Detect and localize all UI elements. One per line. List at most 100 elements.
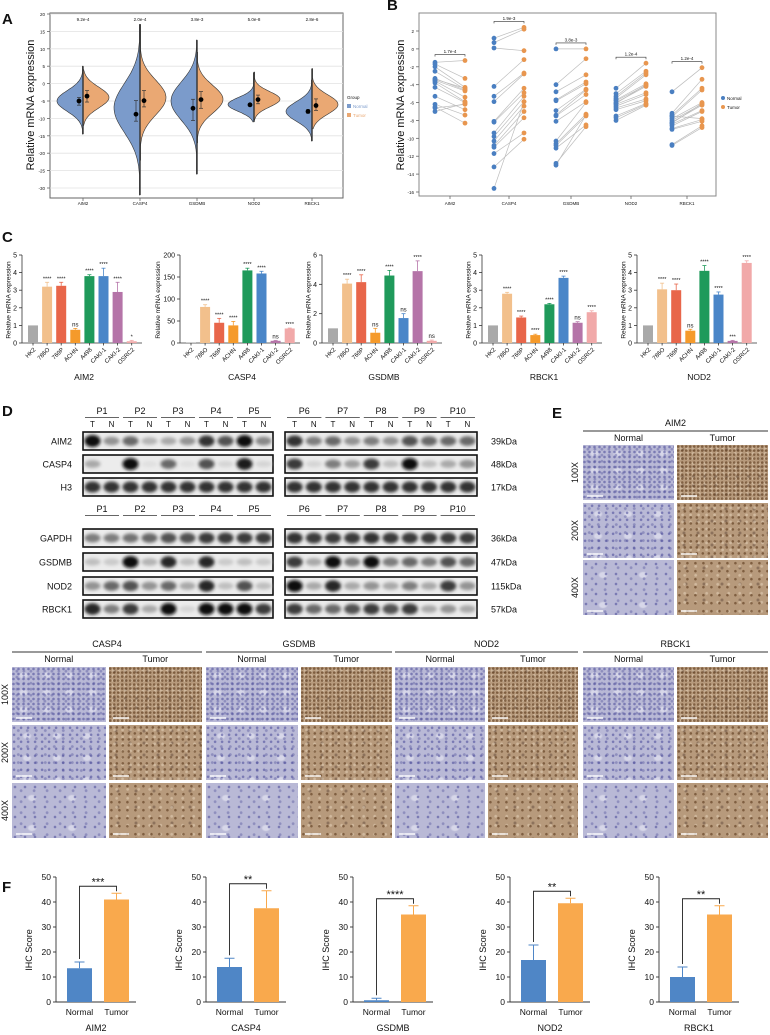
patient-label-P2: P2 (134, 504, 145, 514)
protein-band (255, 582, 272, 590)
legend-label-tumor: Tumor (727, 105, 740, 110)
violin-normal-CASP4 (113, 24, 141, 196)
significance-label: **** (545, 297, 554, 303)
y-tick-label: -10 (38, 116, 45, 121)
y-tick-label: 20 (645, 947, 655, 957)
x-tick-label: Tumor (707, 1007, 731, 1017)
data-point-normal-NOD2 (613, 85, 619, 91)
pair-line (434, 103, 466, 112)
protein-band (84, 581, 101, 591)
bar-786O (502, 293, 513, 343)
protein-band (179, 481, 196, 493)
pair-line (434, 80, 466, 98)
pair-line (615, 72, 647, 97)
scale-bar (210, 833, 226, 835)
protein-band (84, 558, 101, 566)
y-tick-label: 20 (42, 947, 52, 957)
patient-label-P2: P2 (134, 406, 145, 416)
blot-strip-GAPDH-right (284, 528, 478, 548)
protein-band (344, 459, 361, 469)
data-point-tumor-AIM2 (462, 101, 468, 106)
y-tick-label: 1 (473, 323, 477, 330)
bar-ACHN (685, 330, 696, 343)
y-tick-label: 20 (40, 12, 46, 17)
protein-band (344, 557, 361, 567)
data-point-tumor-RBCK1 (699, 109, 705, 114)
ihc-column-label-normal: Normal (237, 654, 266, 664)
significance-label: **** (343, 273, 352, 279)
data-point-tumor-CASP4 (521, 57, 527, 63)
ihc-column-label-normal: Normal (614, 654, 643, 664)
significance-label: **** (229, 315, 238, 321)
ihc-gene-header: CASP4 (92, 639, 122, 649)
p-value-label: 2.0e-4 (134, 17, 147, 22)
panel-label-C: C (2, 229, 13, 246)
patient-label-P9: P9 (414, 406, 425, 416)
x-tick-label: ACHN (63, 347, 79, 363)
magnification-label: 400X (570, 577, 580, 598)
violin-tumor-AIM2 (82, 69, 110, 126)
scale-bar (16, 833, 32, 835)
chart-a-violin: 20 15 10 5 0 -5 -10 -15 -20 -25 -30 Relative mRNA e… (25, 12, 368, 206)
protein-band (401, 435, 418, 447)
protein-band (363, 556, 380, 568)
data-point-tumor-NOD2 (643, 82, 649, 88)
y-tick-label: 3 (13, 288, 17, 295)
lane-label-tumor: T (166, 420, 171, 429)
ihc-image-nod2-tumor-400x (488, 783, 578, 838)
x-tick-label: ACHN (221, 347, 237, 363)
pair-line (493, 28, 525, 43)
data-point-normal-CASP4 (491, 84, 497, 89)
bar-OSRC2 (284, 328, 295, 343)
protein-band (305, 460, 322, 468)
data-point-tumor-AIM2 (462, 94, 468, 100)
scale-bar (112, 775, 129, 777)
panel-label-B: B (387, 0, 398, 14)
protein-band (440, 481, 457, 493)
chart-title: GSDMB (368, 372, 400, 382)
y-tick-label: -15 (38, 134, 45, 139)
pair-line (555, 102, 587, 142)
ihc-column-label-tumor: Tumor (710, 433, 736, 443)
protein-band (401, 481, 418, 493)
ihc-image-rbck1-normal-400x (583, 783, 674, 838)
protein-band (382, 582, 399, 590)
bar-OSRC2 (741, 262, 752, 343)
legend-title: Group (347, 95, 360, 100)
data-point-normal-AIM2 (432, 80, 438, 86)
data-point-normal-NOD2 (613, 118, 619, 123)
pair-line (493, 72, 525, 97)
bar-normal (67, 968, 92, 1002)
blot-strip-NOD2-left (82, 576, 274, 596)
pair-line (434, 66, 466, 88)
protein-band (160, 481, 177, 493)
data-point-tumor-CASP4 (521, 90, 527, 96)
protein-band (305, 532, 322, 544)
ihc-group-gsdmb: GSDMB Normal Tumor (206, 639, 392, 664)
protein-band (141, 581, 158, 591)
significance-label: **** (113, 276, 122, 282)
lane-label-tumor: T (90, 420, 95, 429)
ihc-image-gsdmb-tumor-100x (300, 667, 392, 722)
violin-tumor-NOD2 (253, 71, 281, 121)
patient-label-P5: P5 (248, 406, 259, 416)
protein-band (440, 436, 457, 446)
ihc-image-nod2-tumor-200x (488, 725, 578, 780)
pair-line (671, 127, 703, 146)
bar-A498 (699, 270, 710, 343)
scale-bar (492, 775, 508, 777)
x-tick-label: Tumor (558, 1007, 582, 1017)
significance-label: *** (729, 334, 736, 340)
ihc-group-casp4: CASP4 Normal Tumor 100X 200X 400X (0, 639, 202, 821)
significance-label: **** (99, 262, 108, 268)
mean-point-tumor-GSDMB (198, 97, 204, 103)
data-point-normal-AIM2 (432, 64, 438, 70)
bar-ACHN (228, 325, 239, 343)
y-tick-label: -5 (41, 99, 45, 104)
significance-label: **** (517, 310, 526, 316)
significance-bracket (671, 61, 703, 64)
protein-band (324, 532, 342, 544)
pair-line (434, 95, 466, 111)
